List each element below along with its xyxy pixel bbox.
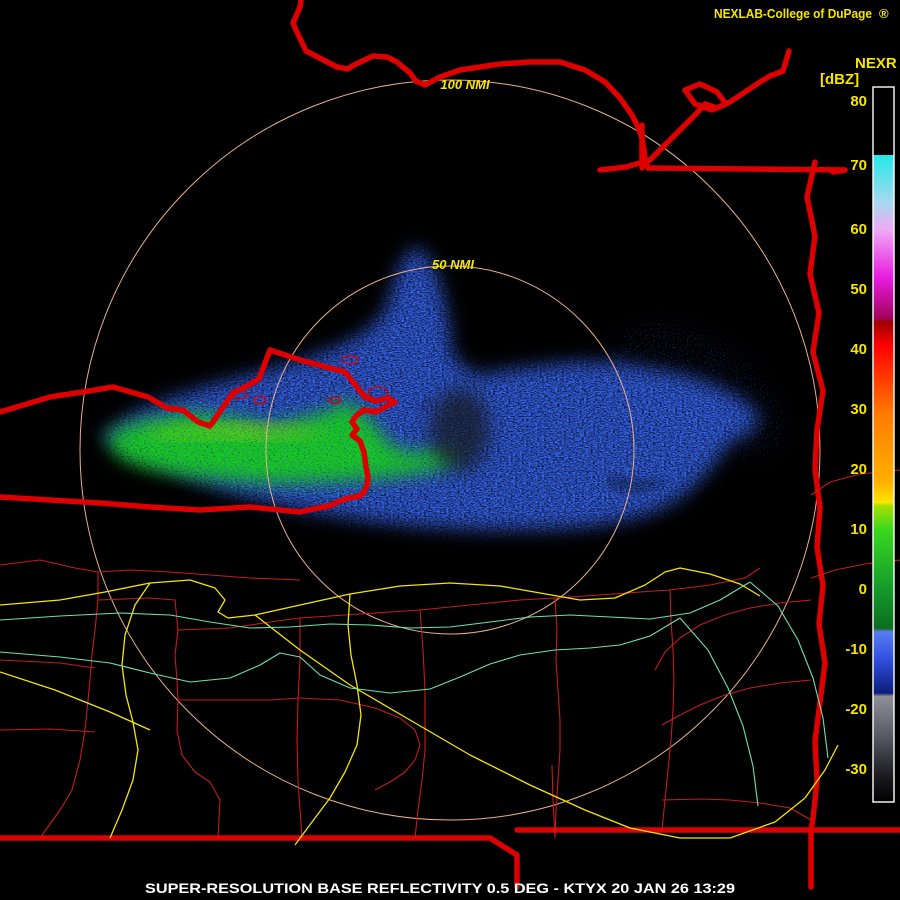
svg-text:70: 70 [850, 157, 867, 174]
svg-text:40: 40 [850, 341, 867, 358]
svg-text:[dBZ]: [dBZ] [820, 71, 859, 88]
svg-text:NEXLAB-College of DuPage: NEXLAB-College of DuPage [714, 6, 872, 21]
svg-text:SUPER-RESOLUTION BASE REFLECTI: SUPER-RESOLUTION BASE REFLECTIVITY 0.5 D… [145, 880, 735, 896]
svg-text:10: 10 [850, 521, 867, 538]
svg-text:NEXR: NEXR [855, 55, 897, 72]
svg-text:80: 80 [850, 93, 867, 110]
svg-text:-30: -30 [845, 761, 867, 778]
svg-text:60: 60 [850, 221, 867, 238]
svg-text:50: 50 [850, 281, 867, 298]
svg-text:-10: -10 [845, 641, 867, 658]
svg-text:0: 0 [859, 581, 867, 598]
svg-text:-20: -20 [845, 701, 867, 718]
svg-text:20: 20 [850, 461, 867, 478]
svg-text:30: 30 [850, 401, 867, 418]
svg-text:100 NMI: 100 NMI [440, 77, 490, 92]
svg-text:50 NMI: 50 NMI [432, 257, 474, 272]
svg-text:®: ® [879, 6, 889, 21]
